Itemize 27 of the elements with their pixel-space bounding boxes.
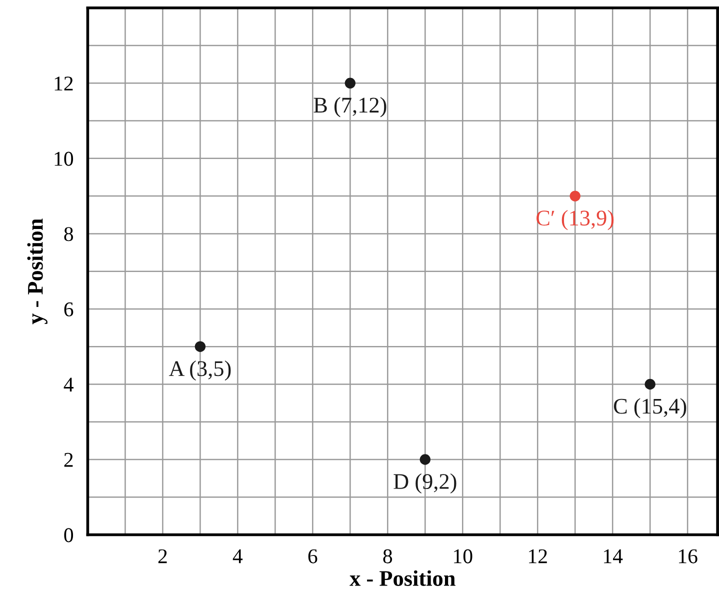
point	[194, 341, 206, 352]
x-tick-label: 2	[158, 549, 167, 564]
y-tick-label: 8	[64, 227, 74, 242]
x-axis-title: x - Position	[350, 570, 456, 586]
point	[420, 454, 430, 465]
annotation: D (9,2)	[394, 473, 456, 494]
y-tick-label: 12	[54, 76, 73, 90]
point	[644, 378, 656, 390]
annotation: B (7,12)	[314, 97, 386, 118]
x-tick-label: 4	[232, 549, 243, 564]
point	[570, 190, 580, 202]
annotation: A (3,5)	[168, 360, 231, 381]
y-tick-label: 0	[64, 528, 74, 542]
x-tick-label: 10	[454, 549, 472, 564]
x-tick-label: 12	[529, 549, 547, 564]
x-tick-label: 8	[383, 549, 392, 564]
x-tick-label: 6	[308, 549, 318, 564]
annotation: C (15,4)	[614, 398, 686, 418]
x-tick-label: 16	[678, 549, 698, 564]
y-axis-title: y - Position	[27, 218, 48, 324]
x-tick-label: 14	[604, 549, 623, 564]
point	[344, 78, 356, 89]
y-tick-label: 6	[64, 302, 74, 316]
y-tick-label: 4	[64, 378, 74, 392]
y-tick-label: 10	[54, 152, 74, 166]
annotation: C′ (13,9)	[536, 210, 614, 230]
y-tick-label: 2	[64, 452, 73, 467]
